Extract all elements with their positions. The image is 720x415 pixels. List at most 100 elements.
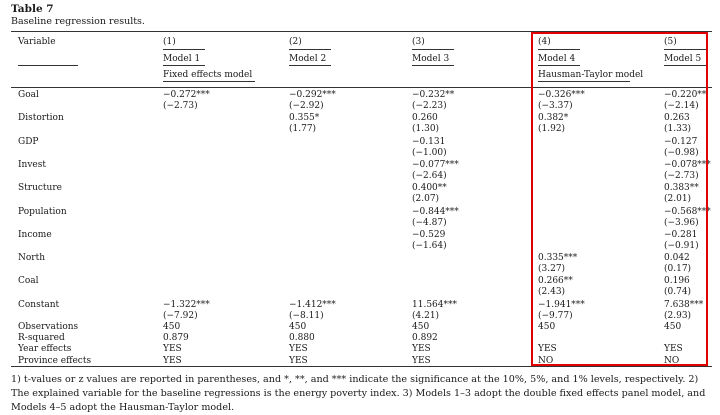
group-ht-underline	[538, 81, 630, 82]
tvalue-cell: (−2.73)	[664, 171, 699, 181]
tvalue-cell: (−2.73)	[163, 101, 198, 111]
header-model-2: Model 2	[289, 54, 327, 64]
coef-cell: 0.355*	[289, 113, 320, 123]
tvalue-cell: (−4.87)	[412, 218, 447, 228]
model-underline-2	[289, 65, 331, 66]
stat-cell: YES	[163, 344, 182, 354]
tvalue-cell: (2.07)	[412, 194, 440, 204]
coef-cell: −0.232**	[412, 90, 455, 100]
model-underline-4	[538, 65, 580, 66]
top-rule	[11, 31, 712, 32]
tvalue-cell: (2.01)	[664, 194, 692, 204]
stat-cell: YES	[412, 344, 431, 354]
tvalue-cell: (4.21)	[412, 311, 440, 321]
row-label: North	[18, 253, 46, 263]
stat-cell: 0.879	[163, 333, 189, 343]
group-fe-underline	[163, 81, 255, 82]
tvalue-cell: (−2.23)	[412, 101, 447, 111]
header-model-4: Model 4	[538, 54, 576, 64]
tvalue-cell: (−7.92)	[163, 311, 198, 321]
stat-cell: 0.880	[289, 333, 315, 343]
tvalue-cell: (2.43)	[538, 287, 566, 297]
coef-cell: −0.568***	[664, 207, 711, 217]
row-label: Structure	[18, 183, 62, 193]
number-underline-4	[538, 49, 580, 50]
tvalue-cell: (−3.96)	[664, 218, 699, 228]
row-label: Population	[18, 207, 67, 217]
coef-cell: −0.077***	[412, 160, 459, 170]
tvalue-cell: (−9.77)	[538, 311, 573, 321]
stat-cell: YES	[412, 356, 431, 366]
coef-cell: 0.400**	[412, 183, 447, 193]
coef-cell: −0.078***	[664, 160, 711, 170]
coef-cell: 0.383**	[664, 183, 699, 193]
row-label: Income	[18, 230, 52, 240]
coef-cell: −0.529	[412, 230, 446, 240]
stat-cell: YES	[163, 356, 182, 366]
table-footnote: 1) t-values or z values are reported in …	[11, 374, 706, 413]
number-underline-2	[289, 49, 331, 50]
stat-label: Province effects	[18, 356, 92, 366]
stat-cell: NO	[664, 356, 680, 366]
tvalue-cell: (2.93)	[664, 311, 692, 321]
row-label: Invest	[18, 160, 46, 170]
coef-cell: 0.266**	[538, 276, 573, 286]
stat-cell: 450	[538, 322, 556, 332]
coef-cell: 0.042	[664, 253, 690, 263]
number-underline-1	[163, 49, 205, 50]
coef-cell: 11.564***	[412, 300, 457, 310]
table-caption: Baseline regression results.	[11, 16, 145, 27]
model-underline-3	[412, 65, 454, 66]
variable-underline	[18, 65, 78, 66]
tvalue-cell: (−1.00)	[412, 148, 447, 158]
stat-cell: YES	[289, 356, 308, 366]
header-group-fixed-effects: Fixed effects model	[163, 70, 253, 80]
coef-cell: −1.322***	[163, 300, 210, 310]
stat-cell: 450	[412, 322, 430, 332]
model-underline-5	[664, 65, 706, 66]
coef-cell: −0.131	[412, 137, 446, 147]
tvalue-cell: (−0.98)	[664, 148, 699, 158]
tvalue-cell: (−2.92)	[289, 101, 324, 111]
tvalue-cell: (−8.11)	[289, 311, 324, 321]
stat-label: Year effects	[18, 344, 72, 354]
stat-cell: 450	[163, 322, 181, 332]
stat-label: R-squared	[18, 333, 65, 343]
tvalue-cell: (1.33)	[664, 124, 692, 134]
tvalue-cell: (1.30)	[412, 124, 440, 134]
coef-cell: −0.272***	[163, 90, 210, 100]
coef-cell: 0.260	[412, 113, 438, 123]
row-label: GDP	[18, 137, 39, 147]
tvalue-cell: (3.27)	[538, 264, 566, 274]
tvalue-cell: (−1.64)	[412, 241, 447, 251]
header-group-hausman-taylor: Hausman-Taylor model	[538, 70, 644, 80]
header-model-3: Model 3	[412, 54, 450, 64]
number-underline-5	[664, 49, 706, 50]
stat-cell: 450	[664, 322, 682, 332]
tvalue-cell: (−3.37)	[538, 101, 573, 111]
tvalue-cell: (−0.91)	[664, 241, 699, 251]
coef-cell: 0.263	[664, 113, 690, 123]
row-label: Constant	[18, 300, 60, 310]
header-number-4: (4)	[538, 37, 551, 47]
stat-cell: YES	[664, 344, 683, 354]
header-model-1: Model 1	[163, 54, 201, 64]
stat-cell: NO	[538, 356, 554, 366]
row-label: Goal	[18, 90, 39, 100]
coef-cell: −0.326***	[538, 90, 585, 100]
header-variable: Variable	[18, 37, 56, 47]
tvalue-cell: (0.17)	[664, 264, 692, 274]
coef-cell: −1.412***	[289, 300, 336, 310]
tvalue-cell: (0.74)	[664, 287, 692, 297]
model-underline-1	[163, 65, 205, 66]
coef-cell: 7.638***	[664, 300, 704, 310]
row-label: Distortion	[18, 113, 64, 123]
row-label: Coal	[18, 276, 39, 286]
stat-cell: 0.892	[412, 333, 438, 343]
coef-cell: 0.335***	[538, 253, 578, 263]
tvalue-cell: (−2.64)	[412, 171, 447, 181]
header-number-1: (1)	[163, 37, 176, 47]
header-number-3: (3)	[412, 37, 425, 47]
tvalue-cell: (−2.14)	[664, 101, 699, 111]
coef-cell: −0.281	[664, 230, 698, 240]
